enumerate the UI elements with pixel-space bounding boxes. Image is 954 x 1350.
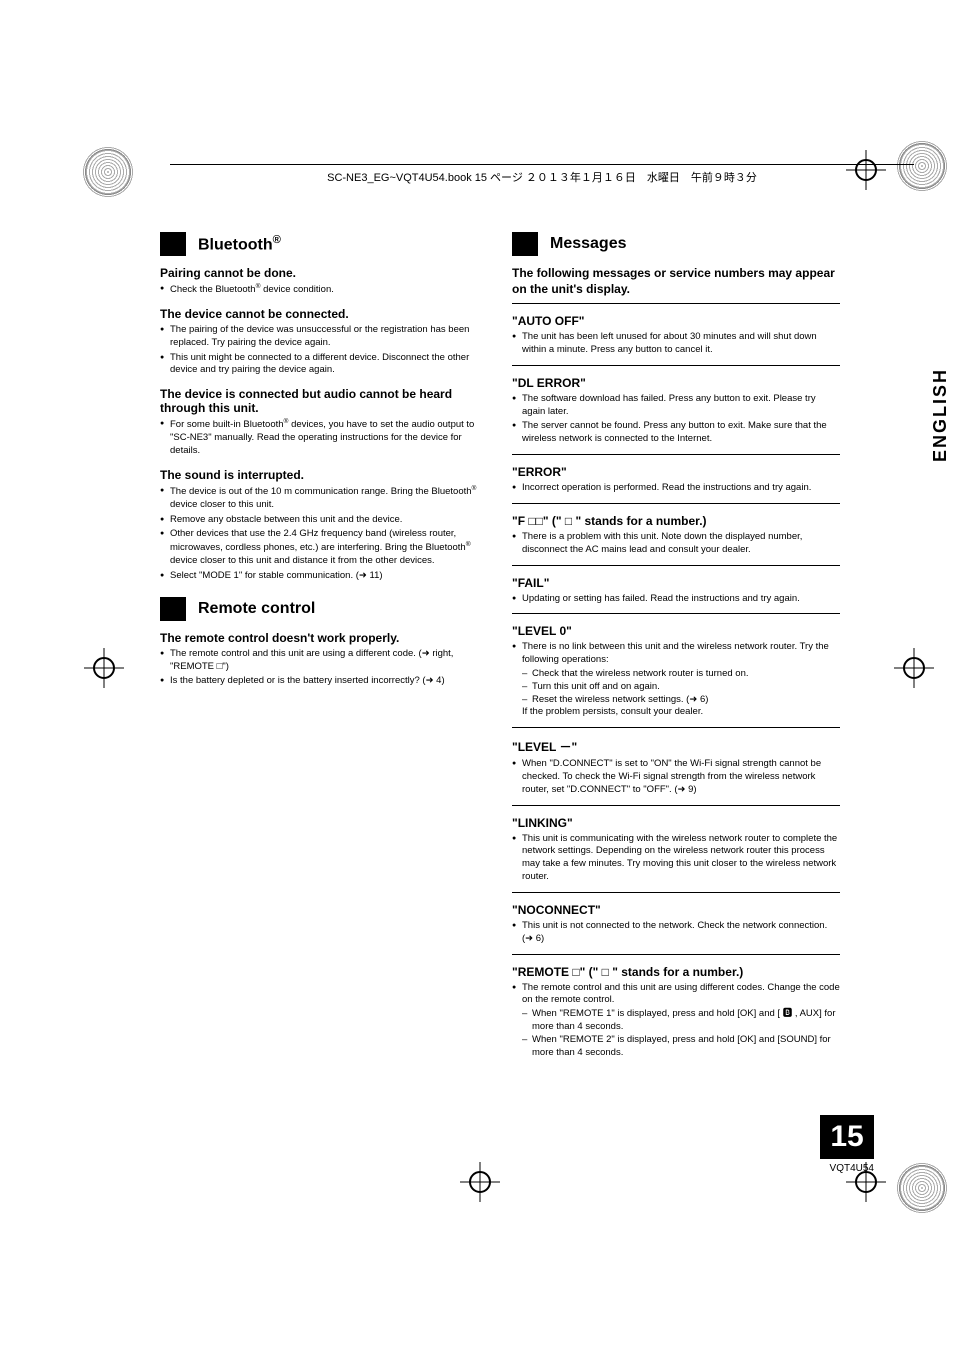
right-column: Messages The following messages or servi… [512, 228, 840, 1067]
bullet: For some built-in Bluetooth® devices, yo… [160, 418, 488, 458]
sub-bullet: When "REMOTE 2" is displayed, press and … [522, 1034, 840, 1060]
msg-remote: "REMOTE □" (" □ " stands for a number.) … [512, 965, 840, 1060]
msg-dl-error: "DL ERROR" The software download has fai… [512, 376, 840, 455]
sub-bullet: Turn this unit off and on again. [522, 681, 840, 694]
divider [512, 303, 840, 304]
sub-bullet: When "REMOTE 1" is displayed, press and … [522, 1008, 840, 1034]
bullet: This unit is communicating with the wire… [512, 833, 840, 884]
heading: The sound is interrupted. [160, 468, 488, 482]
sub-bullet: Check that the wireless network router i… [522, 668, 840, 681]
section-title-text: Remote control [198, 600, 315, 618]
section-marker [160, 232, 186, 256]
print-header: SC-NE3_EG~VQT4U54.book 15 ページ ２０１３年１月１６日… [170, 164, 914, 185]
heading: "ERROR" [512, 465, 840, 479]
divider [512, 613, 840, 614]
divider [512, 565, 840, 566]
bullet: The server cannot be found. Press any bu… [512, 420, 840, 446]
msg-error: "ERROR" Incorrect operation is performed… [512, 465, 840, 504]
heading: The device cannot be connected. [160, 307, 488, 321]
bullet: This unit is not connected to the networ… [512, 920, 840, 946]
heading: Pairing cannot be done. [160, 266, 488, 280]
divider [512, 454, 840, 455]
crop-cross-right [894, 648, 934, 688]
heading: "NOCONNECT" [512, 903, 840, 917]
heading: "LEVEL 0" [512, 624, 840, 638]
bt-item-1: Pairing cannot be done. Check the Blueto… [160, 266, 488, 297]
heading: "LINKING" [512, 816, 840, 830]
divider [512, 892, 840, 893]
bullet: The remote control and this unit are usi… [512, 982, 840, 1060]
bullet: Check the Bluetooth® device condition. [160, 283, 488, 297]
page-footer: 15 VQT4U54 [820, 1115, 874, 1174]
bullet: Incorrect operation is performed. Read t… [512, 482, 840, 495]
bullet: There is no link between this unit and t… [512, 641, 840, 719]
print-header-text: SC-NE3_EG~VQT4U54.book 15 ページ ２０１３年１月１６日… [327, 169, 757, 185]
section-messages-title: Messages [512, 232, 840, 256]
section-title-text: Messages [550, 235, 627, 253]
msg-linking: "LINKING" This unit is communicating wit… [512, 816, 840, 893]
bt-item-2: The device cannot be connected. The pair… [160, 307, 488, 377]
heading: "AUTO OFF" [512, 314, 840, 328]
crop-cross-left [84, 648, 124, 688]
language-tab: ENGLISH [927, 362, 954, 468]
section-remote-title: Remote control [160, 597, 488, 621]
divider [512, 503, 840, 504]
left-column: Bluetooth® Pairing cannot be done. Check… [160, 228, 488, 1067]
bullet: When "D.CONNECT" is set to "ON" the Wi-F… [512, 758, 840, 796]
section-bluetooth-title: Bluetooth® [160, 232, 488, 256]
msg-fail: "FAIL" Updating or setting has failed. R… [512, 576, 840, 615]
section-marker [160, 597, 186, 621]
msg-noconnect: "NOCONNECT" This unit is not connected t… [512, 903, 840, 955]
bullet: The pairing of the device was unsuccessf… [160, 324, 488, 350]
msg-level0: "LEVEL 0" There is no link between this … [512, 624, 840, 728]
bt-item-4: The sound is interrupted. The device is … [160, 468, 488, 583]
heading: "F □□" (" □ " stands for a number.) [512, 514, 840, 528]
after-sub: If the problem persists, consult your de… [522, 706, 703, 717]
bullet: Updating or setting has failed. Read the… [512, 593, 840, 606]
sub-bullet: Reset the wireless network settings. (➜ … [522, 694, 840, 707]
heading: The remote control doesn't work properly… [160, 631, 488, 645]
page-content: Bluetooth® Pairing cannot be done. Check… [160, 228, 840, 1067]
bullet-text: There is no link between this unit and t… [522, 641, 829, 665]
heading: The device is connected but audio cannot… [160, 387, 488, 415]
msg-level-dash: "LEVEL －" When "D.CONNECT" is set to "ON… [512, 738, 840, 805]
crop-circle-tl [82, 146, 134, 198]
heading: "LEVEL －" [512, 738, 840, 755]
msg-f: "F □□" (" □ " stands for a number.) Ther… [512, 514, 840, 566]
msg-auto-off: "AUTO OFF" The unit has been left unused… [512, 314, 840, 366]
doc-code: VQT4U54 [820, 1163, 874, 1174]
bt-item-3: The device is connected but audio cannot… [160, 387, 488, 458]
bullet: The remote control and this unit are usi… [160, 648, 488, 674]
section-marker [512, 232, 538, 256]
section-title-text: Bluetooth® [198, 234, 281, 254]
page-number: 15 [820, 1115, 874, 1159]
heading: "DL ERROR" [512, 376, 840, 390]
bullet: This unit might be connected to a differ… [160, 352, 488, 378]
bullet: Is the battery depleted or is the batter… [160, 675, 488, 688]
rc-item-1: The remote control doesn't work properly… [160, 631, 488, 688]
bullet: There is a problem with this unit. Note … [512, 531, 840, 557]
bullet-text: The remote control and this unit are usi… [522, 982, 840, 1006]
messages-intro: The following messages or service number… [512, 266, 840, 297]
bullet: Select "MODE 1" for stable communication… [160, 570, 488, 583]
bullet: Other devices that use the 2.4 GHz frequ… [160, 528, 488, 568]
crop-cross-bottom [460, 1162, 500, 1202]
bullet: The unit has been left unused for about … [512, 331, 840, 357]
bullet: The device is out of the 10 m communicat… [160, 485, 488, 512]
heading: "FAIL" [512, 576, 840, 590]
heading: "REMOTE □" (" □ " stands for a number.) [512, 965, 840, 979]
divider [512, 727, 840, 728]
divider [512, 365, 840, 366]
divider [512, 954, 840, 955]
crop-circle-br [896, 1162, 948, 1214]
divider [512, 805, 840, 806]
bullet: Remove any obstacle between this unit an… [160, 514, 488, 527]
bullet: The software download has failed. Press … [512, 393, 840, 419]
